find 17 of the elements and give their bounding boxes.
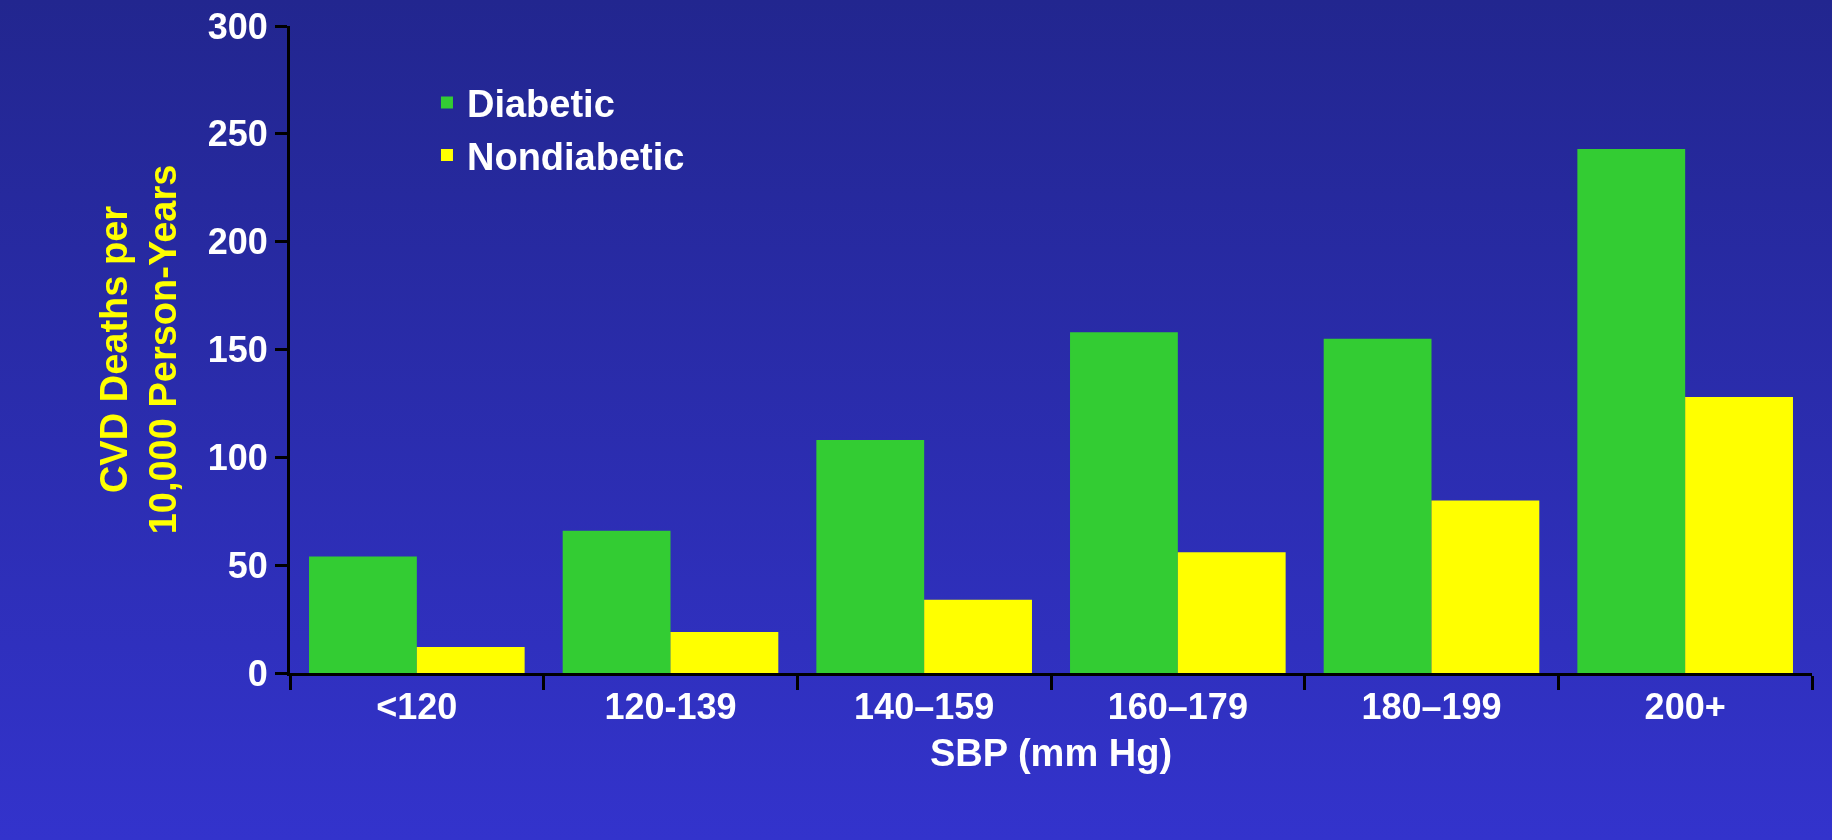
x-tick-label: 120-139	[604, 686, 737, 728]
legend-label: Diabetic	[466, 83, 615, 126]
y-tick-label: 250	[207, 113, 268, 155]
x-tick-label: 200+	[1644, 686, 1726, 728]
y-tick-label: 300	[207, 5, 268, 47]
y-tick-label: 200	[207, 221, 268, 263]
y-axis-title: CVD Deaths per 10,000 Person-Years	[92, 164, 184, 535]
x-tick-label: 140–159	[854, 686, 995, 728]
y-tick-label: 0	[247, 652, 268, 694]
x-axis-title: SBP (mm Hg)	[929, 732, 1173, 775]
legend-label: Nondiabetic	[466, 135, 685, 178]
y-tick-label: 100	[207, 436, 268, 478]
x-tick-label: 160–179	[1107, 686, 1248, 728]
x-tick-label: <120	[376, 686, 458, 728]
x-tick-label: 180–199	[1361, 686, 1502, 728]
y-tick-label: 50	[227, 544, 268, 586]
y-tick-label: 150	[207, 329, 268, 371]
